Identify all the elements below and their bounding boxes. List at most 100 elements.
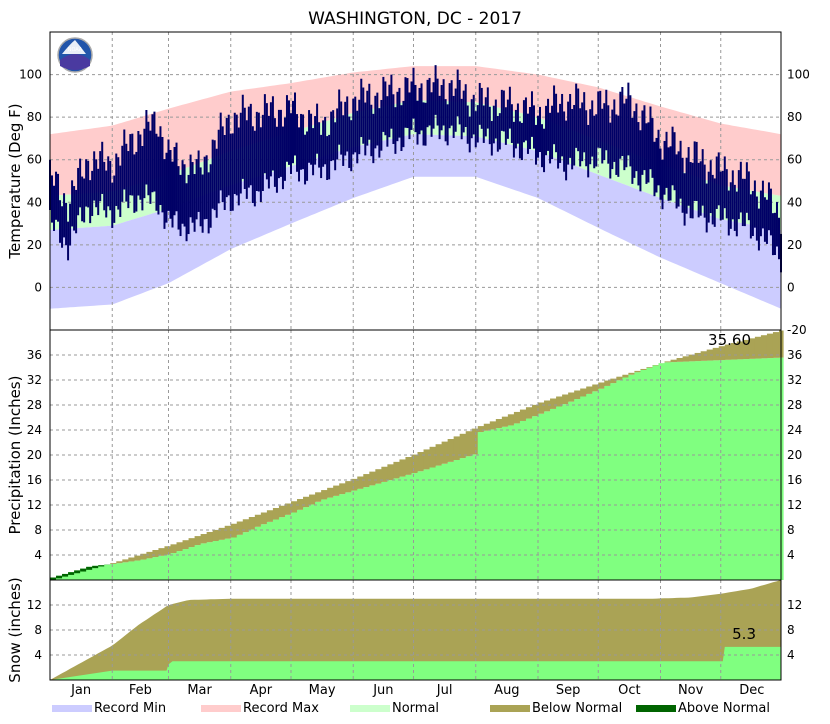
y-tick-left-36: 36 xyxy=(27,348,42,362)
y-tick-right-32: 32 xyxy=(787,373,802,387)
precip-actual-bar xyxy=(381,482,388,580)
precip-below-normal-bar xyxy=(315,492,322,501)
precip-actual-bar xyxy=(683,362,690,580)
precip-actual-bar xyxy=(231,538,238,581)
precip-below-normal-bar xyxy=(122,559,129,562)
precip-actual-bar xyxy=(665,362,672,580)
y-tick-right-24: 24 xyxy=(787,423,802,437)
month-label-dec: Dec xyxy=(739,683,764,698)
y-tick-left-80: 80 xyxy=(27,110,42,124)
precip-below-normal-bar xyxy=(646,367,653,368)
precip-below-normal-bar xyxy=(622,375,629,378)
precip-actual-bar xyxy=(146,558,153,580)
precip-below-normal-bar xyxy=(448,439,455,462)
precip-below-normal-bar xyxy=(454,436,461,460)
precip-actual-bar xyxy=(610,383,617,580)
precip-actual-bar xyxy=(261,524,268,580)
precip-below-normal-bar xyxy=(164,546,171,554)
precip-actual-bar xyxy=(201,543,208,580)
precip-below-normal-bar xyxy=(496,419,503,428)
precip-actual-bar xyxy=(213,541,220,580)
month-label-sep: Sep xyxy=(556,683,581,698)
precip-actual-bar xyxy=(351,491,358,580)
precip-below-normal-bar xyxy=(472,429,479,455)
precip-actual-bar xyxy=(357,489,364,580)
precip-below-normal-bar xyxy=(339,483,346,494)
precip-actual-bar xyxy=(574,399,581,580)
precip-actual-bar xyxy=(592,391,599,580)
precip-actual-bar xyxy=(273,520,280,580)
legend-swatch-record-min xyxy=(52,705,92,712)
temperature-axis-label: Temperature (Deg F) xyxy=(6,103,24,259)
precip-actual-bar xyxy=(158,556,165,580)
precip-actual-bar xyxy=(333,496,340,580)
precip-actual-bar xyxy=(652,366,659,581)
legend-swatch-below-normal xyxy=(490,705,530,712)
precip-actual-bar xyxy=(279,517,286,580)
precip-below-normal-bar xyxy=(430,447,437,468)
precip-actual-bar xyxy=(267,522,274,580)
month-label-may: May xyxy=(309,683,336,698)
precip-below-normal-bar xyxy=(514,412,521,423)
legend-label-above-normal: Above Normal xyxy=(678,701,770,716)
precip-below-normal-bar xyxy=(333,486,340,496)
precip-actual-bar xyxy=(550,409,557,580)
precip-below-normal-bar xyxy=(309,495,316,505)
svg-text:NOAA: NOAA xyxy=(68,47,83,53)
month-label-jun: Jun xyxy=(372,683,393,698)
precip-above-normal-bar xyxy=(74,570,81,573)
precip-actual-bar xyxy=(622,378,629,581)
precip-below-normal-bar xyxy=(580,389,587,397)
month-label-feb: Feb xyxy=(129,683,152,698)
precip-actual-bar xyxy=(104,565,111,580)
precip-below-normal-bar xyxy=(568,393,575,402)
y-tick-left-24: 24 xyxy=(27,423,42,437)
precip-actual-bar xyxy=(472,454,479,580)
precip-actual-bar xyxy=(773,358,780,580)
legend-swatch-record-max xyxy=(201,705,241,712)
precip-above-normal-bar xyxy=(86,567,93,570)
y-tick-left-12: 12 xyxy=(27,498,42,512)
precip-actual-bar xyxy=(442,464,449,580)
snow-total-label: 5.3 xyxy=(732,625,756,643)
precip-actual-bar xyxy=(634,372,641,580)
y-tick-right-60: 60 xyxy=(787,153,802,167)
precip-actual-bar xyxy=(755,359,762,580)
precip-actual-bar xyxy=(725,360,732,580)
y-tick-left-0: 0 xyxy=(34,280,42,294)
precip-actual-bar xyxy=(496,428,503,580)
precip-below-normal-bar xyxy=(628,373,635,375)
y-tick-left-100: 100 xyxy=(19,68,42,82)
precip-below-normal-bar xyxy=(327,488,334,498)
precipitation-axis-label: Precipitation (Inches) xyxy=(6,376,24,535)
precip-actual-bar xyxy=(689,361,696,580)
precip-actual-bar xyxy=(243,532,250,580)
precip-below-normal-bar xyxy=(424,449,431,469)
precip-actual-bar xyxy=(309,504,316,580)
precip-actual-bar xyxy=(568,402,575,580)
precip-actual-bar xyxy=(315,502,322,580)
precip-above-normal-bar xyxy=(92,566,99,568)
y-tick-left-12: 12 xyxy=(27,598,42,612)
precip-actual-bar xyxy=(128,561,135,580)
precip-actual-bar xyxy=(195,545,202,580)
precip-actual-bar xyxy=(707,361,714,580)
precip-actual-bar xyxy=(731,360,738,580)
precip-above-normal-bar xyxy=(68,572,75,575)
precip-actual-bar xyxy=(430,468,437,581)
legend-label-normal: Normal xyxy=(392,701,439,716)
precip-below-normal-bar xyxy=(405,457,412,475)
legend-label-record-max: Record Max xyxy=(243,701,319,716)
precip-below-normal-bar xyxy=(387,464,394,480)
precip-actual-bar xyxy=(152,557,159,580)
y-tick-left-4: 4 xyxy=(34,548,42,562)
precip-actual-bar xyxy=(303,507,310,580)
precip-below-normal-bar xyxy=(713,348,720,360)
y-tick-right-12: 12 xyxy=(787,498,802,512)
precip-below-normal-bar xyxy=(586,387,593,394)
precip-actual-bar xyxy=(375,484,382,580)
precip-below-normal-bar xyxy=(183,540,190,549)
precip-actual-bar xyxy=(508,425,515,580)
y-tick-left-20: 20 xyxy=(27,448,42,462)
